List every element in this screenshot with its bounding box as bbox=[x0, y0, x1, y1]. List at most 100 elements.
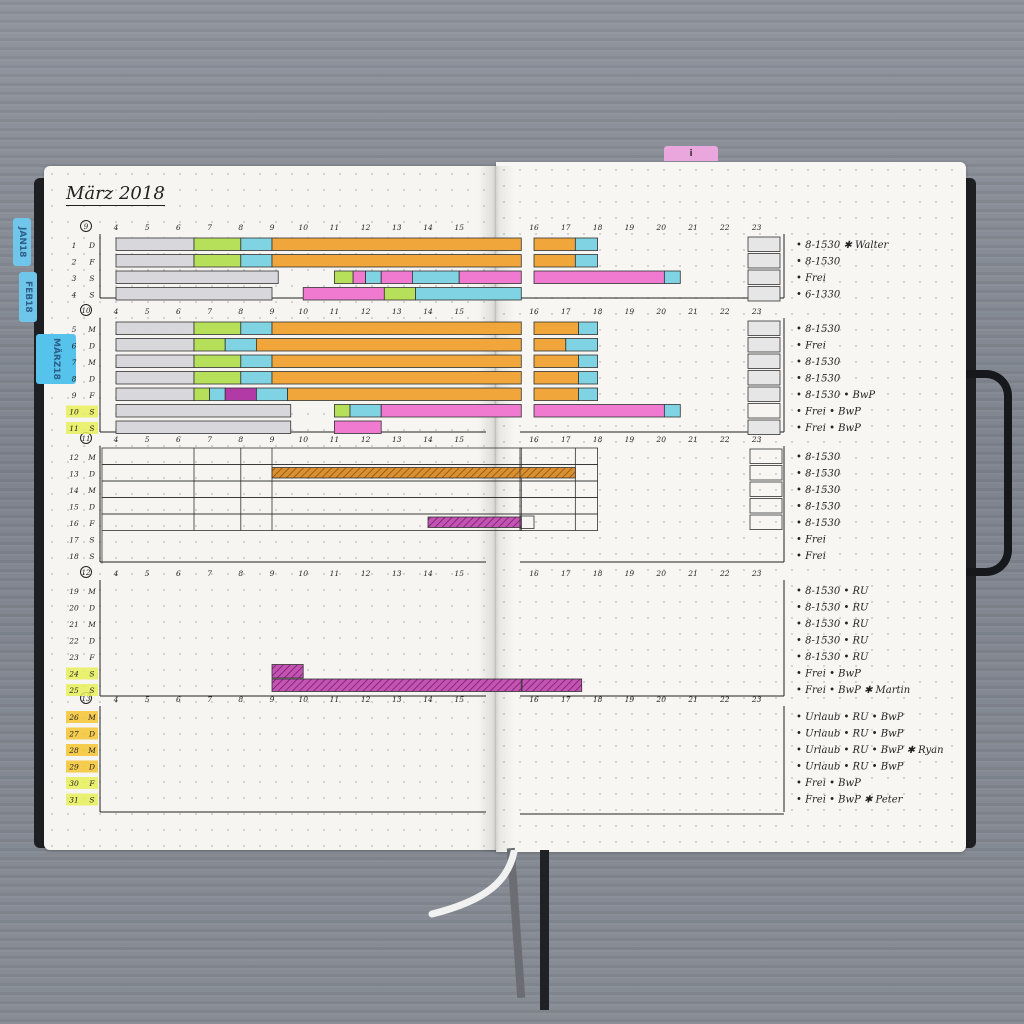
day-number: 26 bbox=[68, 713, 79, 722]
day-letter: F bbox=[88, 519, 95, 528]
hour-label-left: 9 bbox=[270, 307, 275, 316]
hour-label-right: 19 bbox=[625, 223, 635, 232]
day-number: 9 bbox=[72, 391, 77, 400]
day-note: • 6-1330 bbox=[796, 290, 841, 301]
tab-info[interactable]: i bbox=[664, 146, 718, 161]
activity-bar bbox=[578, 371, 599, 385]
week-number-circle bbox=[80, 304, 92, 316]
hour-label-left: 11 bbox=[330, 223, 340, 232]
hour-label-left: 11 bbox=[330, 695, 340, 704]
empty-grid-row bbox=[519, 513, 598, 531]
evening-box bbox=[747, 320, 781, 336]
hour-label-right: 16 bbox=[529, 223, 539, 232]
hour-label-right: 19 bbox=[625, 569, 635, 578]
hour-label-right: 20 bbox=[655, 695, 666, 704]
activity-bar bbox=[271, 354, 522, 368]
activity-bar bbox=[193, 338, 226, 352]
hour-label-left: 12 bbox=[361, 695, 371, 704]
hour-label-left: 12 bbox=[361, 223, 371, 232]
activity-bar bbox=[663, 404, 681, 418]
hour-label-left: 5 bbox=[145, 695, 150, 704]
tab-feb18[interactable]: FEB18 bbox=[19, 272, 37, 322]
day-letter: M bbox=[87, 325, 96, 334]
hatched-event-bar bbox=[271, 664, 304, 679]
activity-bar bbox=[115, 237, 195, 251]
activity-bar bbox=[271, 371, 522, 385]
day-letter: F bbox=[88, 779, 95, 788]
activity-bar bbox=[533, 354, 579, 368]
day-letter: S bbox=[89, 291, 94, 300]
activity-bar bbox=[663, 270, 681, 284]
hour-label-right: 16 bbox=[529, 435, 539, 444]
day-letter: F bbox=[88, 258, 95, 267]
day-note: • Urlaub • RU • BwP bbox=[796, 712, 904, 723]
day-number: 5 bbox=[72, 325, 77, 334]
hour-label-right: 21 bbox=[687, 435, 698, 444]
hour-label-left: 8 bbox=[238, 307, 243, 316]
hour-label-left: 7 bbox=[207, 695, 212, 704]
hour-label-left: 10 bbox=[298, 695, 308, 704]
day-number: 3 bbox=[72, 274, 77, 283]
day-note: • Frei • BwP ✱ Peter bbox=[796, 795, 904, 806]
tab-maerz18[interactable]: MÄRZ18 bbox=[36, 334, 76, 384]
hour-label-left: 13 bbox=[392, 569, 402, 578]
hour-label-left: 11 bbox=[330, 307, 340, 316]
bookmark-ribbon-white bbox=[428, 850, 518, 920]
hour-label-left: 6 bbox=[176, 223, 181, 232]
hour-label-right: 21 bbox=[687, 307, 698, 316]
hour-label-left: 9 bbox=[270, 695, 275, 704]
activity-bar bbox=[240, 354, 273, 368]
hour-label-left: 5 bbox=[145, 307, 150, 316]
empty-grid-row bbox=[519, 497, 598, 515]
day-letter: M bbox=[87, 620, 96, 629]
day-letter: M bbox=[87, 587, 96, 596]
hour-label-right: 22 bbox=[719, 435, 730, 444]
hour-label-right: 16 bbox=[529, 695, 539, 704]
hour-label-left: 15 bbox=[454, 307, 464, 316]
activity-bar bbox=[415, 287, 522, 301]
hour-label-right: 21 bbox=[687, 695, 698, 704]
hour-label-left: 9 bbox=[270, 569, 275, 578]
activity-bar bbox=[115, 254, 195, 268]
day-letter: S bbox=[89, 552, 94, 561]
hour-label-left: 8 bbox=[238, 223, 243, 232]
hour-label-right: 20 bbox=[655, 307, 666, 316]
day-number: 27 bbox=[68, 730, 79, 739]
day-letter: D bbox=[88, 470, 95, 479]
day-number: 23 bbox=[68, 653, 79, 662]
activity-bar bbox=[271, 254, 522, 268]
hour-label-right: 20 bbox=[655, 569, 666, 578]
day-letter: D bbox=[88, 342, 95, 351]
hour-label-left: 4 bbox=[113, 695, 119, 704]
hour-label-left: 6 bbox=[176, 569, 181, 578]
day-number: 6 bbox=[72, 342, 77, 351]
activity-bar bbox=[209, 387, 226, 401]
weekend-highlight bbox=[66, 711, 98, 723]
elastic-closure-band bbox=[962, 370, 1012, 576]
activity-bar bbox=[333, 420, 382, 434]
evening-box bbox=[747, 370, 781, 386]
activity-bar bbox=[533, 371, 579, 385]
hour-label-left: 7 bbox=[207, 435, 212, 444]
day-number: 12 bbox=[69, 453, 79, 462]
week-number: 12 bbox=[82, 569, 91, 577]
hour-label-left: 6 bbox=[176, 307, 181, 316]
activity-bar bbox=[533, 270, 665, 284]
hour-label-right: 23 bbox=[751, 307, 762, 316]
week-number: 13 bbox=[82, 695, 91, 703]
hour-label-right: 16 bbox=[529, 307, 539, 316]
tab-jan18[interactable]: JAN18 bbox=[13, 218, 31, 266]
activity-bar bbox=[115, 371, 195, 385]
hour-label-left: 12 bbox=[361, 569, 371, 578]
hour-label-left: 10 bbox=[298, 569, 308, 578]
activity-bar bbox=[333, 404, 351, 418]
hour-label-left: 15 bbox=[454, 223, 464, 232]
weekend-highlight bbox=[66, 684, 98, 696]
day-letter: S bbox=[89, 536, 94, 545]
day-note: • Urlaub • RU • BwP bbox=[796, 729, 904, 740]
evening-box bbox=[747, 419, 781, 435]
hour-label-left: 9 bbox=[270, 435, 275, 444]
activity-bar bbox=[287, 387, 522, 401]
hour-label-right: 19 bbox=[625, 695, 635, 704]
